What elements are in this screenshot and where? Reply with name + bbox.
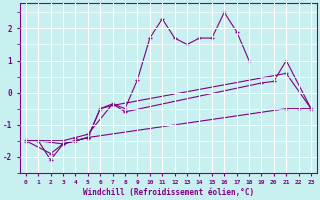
- X-axis label: Windchill (Refroidissement éolien,°C): Windchill (Refroidissement éolien,°C): [83, 188, 254, 197]
